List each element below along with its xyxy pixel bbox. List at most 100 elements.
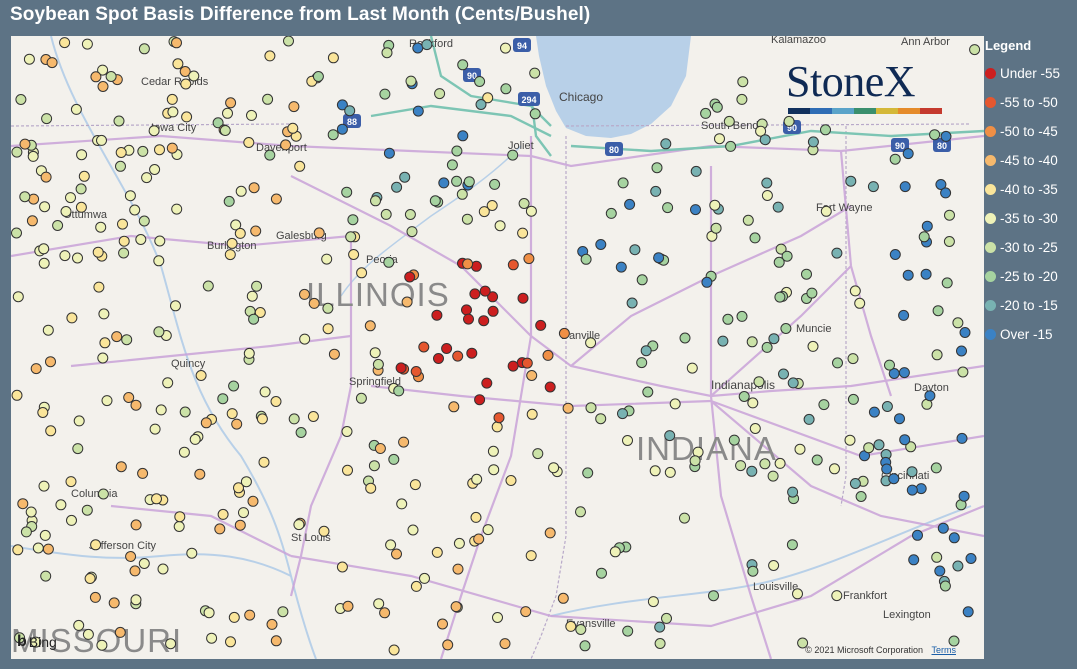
- basis-marker[interactable]: [441, 343, 453, 354]
- basis-marker[interactable]: [135, 234, 147, 245]
- basis-marker[interactable]: [482, 524, 494, 536]
- basis-marker[interactable]: [234, 519, 246, 531]
- basis-marker[interactable]: [894, 413, 905, 425]
- basis-marker[interactable]: [888, 473, 900, 485]
- basis-marker[interactable]: [17, 498, 29, 510]
- basis-marker[interactable]: [41, 113, 53, 125]
- basis-marker[interactable]: [920, 268, 932, 280]
- basis-marker[interactable]: [461, 304, 472, 316]
- basis-marker[interactable]: [129, 565, 141, 577]
- basis-marker[interactable]: [941, 277, 953, 289]
- basis-marker[interactable]: [217, 393, 229, 405]
- basis-marker[interactable]: [70, 103, 82, 115]
- basis-marker[interactable]: [487, 291, 499, 303]
- basis-marker[interactable]: [374, 443, 386, 454]
- basis-marker[interactable]: [940, 130, 952, 142]
- basis-marker[interactable]: [167, 106, 179, 118]
- basis-marker[interactable]: [398, 436, 410, 448]
- basis-marker[interactable]: [138, 558, 150, 569]
- basis-marker[interactable]: [149, 164, 161, 175]
- basis-marker[interactable]: [669, 398, 681, 410]
- basis-marker[interactable]: [391, 181, 403, 193]
- basis-marker[interactable]: [81, 38, 93, 50]
- basis-marker[interactable]: [517, 292, 529, 304]
- basis-marker[interactable]: [228, 611, 240, 623]
- basis-marker[interactable]: [580, 253, 592, 265]
- basis-marker[interactable]: [500, 42, 511, 54]
- basis-marker[interactable]: [778, 368, 789, 380]
- basis-marker[interactable]: [96, 134, 107, 146]
- basis-marker[interactable]: [225, 97, 237, 109]
- basis-marker[interactable]: [173, 521, 185, 532]
- basis-marker[interactable]: [280, 139, 292, 151]
- basis-marker[interactable]: [558, 327, 570, 339]
- basis-marker[interactable]: [202, 280, 214, 292]
- basis-marker[interactable]: [747, 397, 759, 409]
- basis-marker[interactable]: [881, 463, 893, 475]
- basis-marker[interactable]: [118, 247, 130, 259]
- basis-marker[interactable]: [434, 88, 446, 100]
- basis-marker[interactable]: [725, 140, 737, 152]
- basis-marker[interactable]: [523, 253, 535, 265]
- basis-marker[interactable]: [792, 588, 803, 600]
- basis-marker[interactable]: [231, 418, 243, 430]
- basis-marker[interactable]: [662, 202, 674, 214]
- basis-marker[interactable]: [230, 219, 242, 231]
- basis-marker[interactable]: [125, 551, 137, 562]
- basis-marker[interactable]: [787, 486, 799, 498]
- basis-marker[interactable]: [958, 490, 970, 502]
- basis-marker[interactable]: [97, 64, 109, 76]
- basis-marker[interactable]: [270, 396, 282, 407]
- basis-marker[interactable]: [849, 285, 861, 297]
- basis-marker[interactable]: [934, 565, 946, 577]
- basis-marker[interactable]: [783, 115, 795, 127]
- basis-marker[interactable]: [747, 565, 759, 577]
- basis-marker[interactable]: [84, 573, 96, 584]
- basis-marker[interactable]: [113, 115, 125, 127]
- basis-marker[interactable]: [794, 443, 806, 455]
- basis-marker[interactable]: [471, 473, 483, 485]
- basis-marker[interactable]: [179, 66, 191, 77]
- basis-marker[interactable]: [118, 235, 130, 247]
- basis-marker[interactable]: [932, 305, 944, 317]
- basis-marker[interactable]: [195, 370, 207, 381]
- basis-marker[interactable]: [225, 636, 236, 648]
- basis-marker[interactable]: [526, 408, 538, 420]
- basis-marker[interactable]: [170, 300, 181, 312]
- basis-marker[interactable]: [42, 324, 54, 336]
- basis-marker[interactable]: [636, 274, 648, 286]
- basis-marker[interactable]: [341, 426, 353, 437]
- basis-marker[interactable]: [25, 506, 37, 518]
- basis-marker[interactable]: [89, 591, 101, 603]
- basis-marker[interactable]: [969, 44, 981, 56]
- basis-marker[interactable]: [557, 592, 569, 604]
- basis-marker[interactable]: [863, 442, 875, 454]
- basis-marker[interactable]: [711, 101, 723, 113]
- basis-marker[interactable]: [456, 188, 468, 200]
- basis-marker[interactable]: [90, 71, 102, 83]
- basis-marker[interactable]: [728, 434, 740, 446]
- basis-marker[interactable]: [137, 145, 149, 157]
- basis-marker[interactable]: [42, 543, 54, 555]
- basis-marker[interactable]: [664, 430, 676, 442]
- basis-marker[interactable]: [412, 42, 424, 54]
- basis-marker[interactable]: [234, 227, 246, 239]
- basis-marker[interactable]: [884, 359, 895, 371]
- basis-marker[interactable]: [831, 247, 843, 259]
- basis-marker[interactable]: [111, 331, 123, 343]
- basis-marker[interactable]: [944, 209, 955, 221]
- basis-marker[interactable]: [250, 225, 262, 237]
- basis-marker[interactable]: [171, 37, 182, 49]
- basis-marker[interactable]: [500, 83, 512, 95]
- basis-marker[interactable]: [679, 512, 690, 524]
- basis-marker[interactable]: [313, 227, 325, 239]
- basis-marker[interactable]: [238, 507, 249, 519]
- basis-marker[interactable]: [178, 446, 190, 458]
- basis-marker[interactable]: [774, 457, 786, 469]
- basis-marker[interactable]: [259, 386, 271, 398]
- basis-marker[interactable]: [831, 590, 843, 602]
- basis-marker[interactable]: [380, 208, 392, 220]
- basis-marker[interactable]: [336, 99, 348, 111]
- basis-marker[interactable]: [40, 171, 52, 183]
- basis-marker[interactable]: [649, 465, 661, 477]
